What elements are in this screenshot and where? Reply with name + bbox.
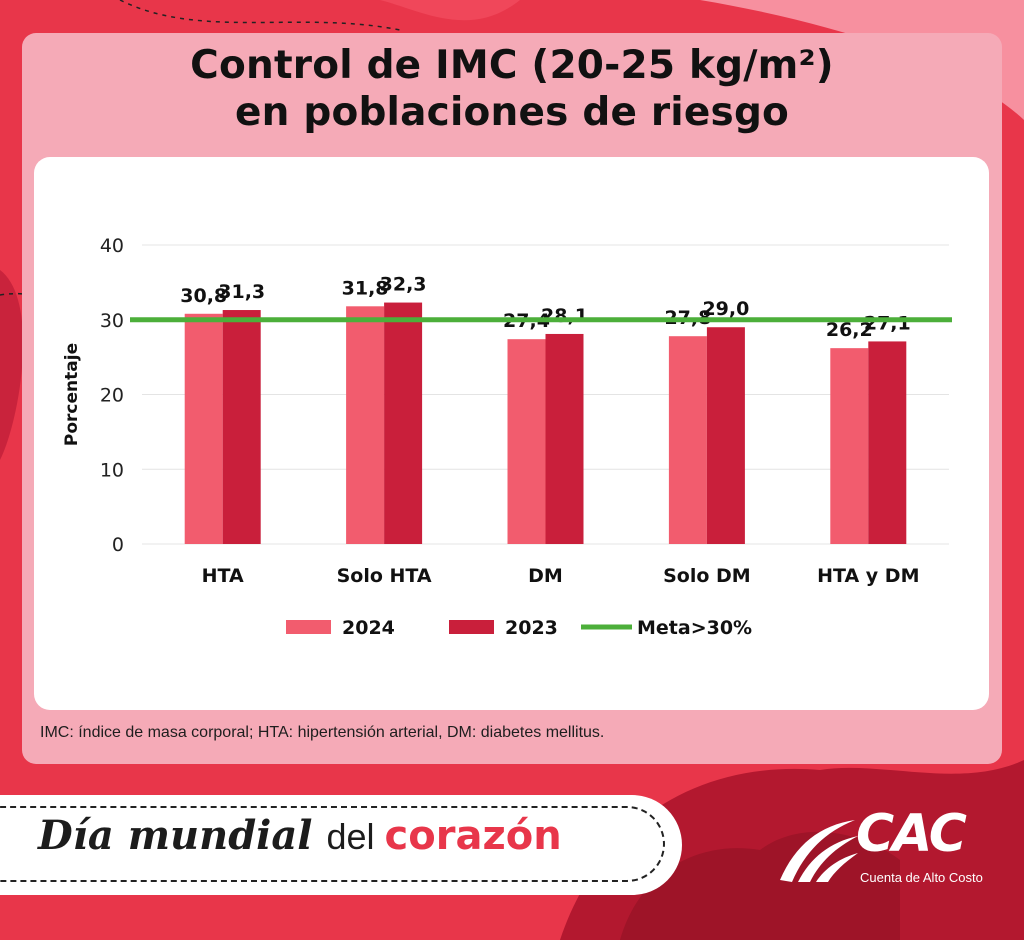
legend-label-2024: 2024 xyxy=(342,617,395,639)
y-tick-label: 30 xyxy=(100,310,124,332)
x-tick-label: HTA y DM xyxy=(817,565,919,587)
bar-2023-hta-y-dm xyxy=(868,341,907,544)
banner-dashed-border xyxy=(0,806,665,882)
y-tick-label: 0 xyxy=(112,534,124,556)
y-tick-label: 20 xyxy=(100,385,124,407)
page-title: Control de IMC (20-25 kg/m²) en poblacio… xyxy=(22,42,1002,136)
bar-2024-solo-dm xyxy=(668,336,707,544)
y-tick-label: 10 xyxy=(100,459,124,481)
event-banner xyxy=(0,795,682,895)
legend-swatch-2023 xyxy=(449,620,494,634)
data-label: 29,0 xyxy=(702,298,749,320)
y-tick-label: 40 xyxy=(100,235,124,257)
banner-text-part2: del xyxy=(326,816,375,857)
banner-text: Día mundial del corazón xyxy=(38,812,562,882)
title-line-1: Control de IMC (20-25 kg/m²) xyxy=(190,43,834,88)
legend-label-2023: 2023 xyxy=(505,617,558,639)
title-line-2: en poblaciones de riesgo xyxy=(234,90,790,135)
data-label: 30,8 xyxy=(180,285,227,307)
x-tick-label: Solo HTA xyxy=(337,565,432,587)
legend-swatch-2024 xyxy=(286,620,331,634)
footnote: IMC: índice de masa corporal; HTA: hiper… xyxy=(40,724,605,741)
data-label: 27,1 xyxy=(864,312,911,334)
bar-2024-hta xyxy=(184,313,223,544)
x-tick-label: DM xyxy=(528,565,563,587)
data-label: 31,3 xyxy=(218,281,265,303)
banner-text-part3: corazón xyxy=(384,813,562,859)
x-tick-label: Solo DM xyxy=(663,565,751,587)
bar-2023-dm xyxy=(545,333,584,544)
bar-2024-solo-hta xyxy=(346,306,385,544)
cac-swoosh-icon xyxy=(780,820,858,882)
cac-logo: CAC Cuenta de Alto Costo xyxy=(770,800,990,895)
logo-subtitle: Cuenta de Alto Costo xyxy=(860,870,983,885)
bar-2023-solo-hta xyxy=(384,302,423,544)
chart-panel: 0 10 20 30 40 Porcentaje 30,8 31,3 HTA 31,8 32,3 So… xyxy=(34,157,989,710)
bar-2024-dm xyxy=(507,339,546,544)
logo-wordmark: CAC xyxy=(856,804,967,864)
data-label: 31,8 xyxy=(342,277,389,299)
banner-text-part1: Día mundial xyxy=(38,812,313,859)
data-label: 26,2 xyxy=(826,319,873,341)
x-tick-label: HTA xyxy=(202,565,244,587)
data-label: 32,3 xyxy=(380,274,427,296)
bar-2023-hta xyxy=(222,310,261,544)
bar-2023-solo-dm xyxy=(706,327,745,544)
bar-2024-hta-y-dm xyxy=(830,348,869,544)
data-label: 28,1 xyxy=(541,305,588,327)
bar-chart: 0 10 20 30 40 Porcentaje 30,831,3 HTA 31,832,3 So… xyxy=(62,235,952,639)
y-axis-label: Porcentaje xyxy=(62,343,82,446)
legend-label-meta: Meta>30% xyxy=(637,617,752,639)
